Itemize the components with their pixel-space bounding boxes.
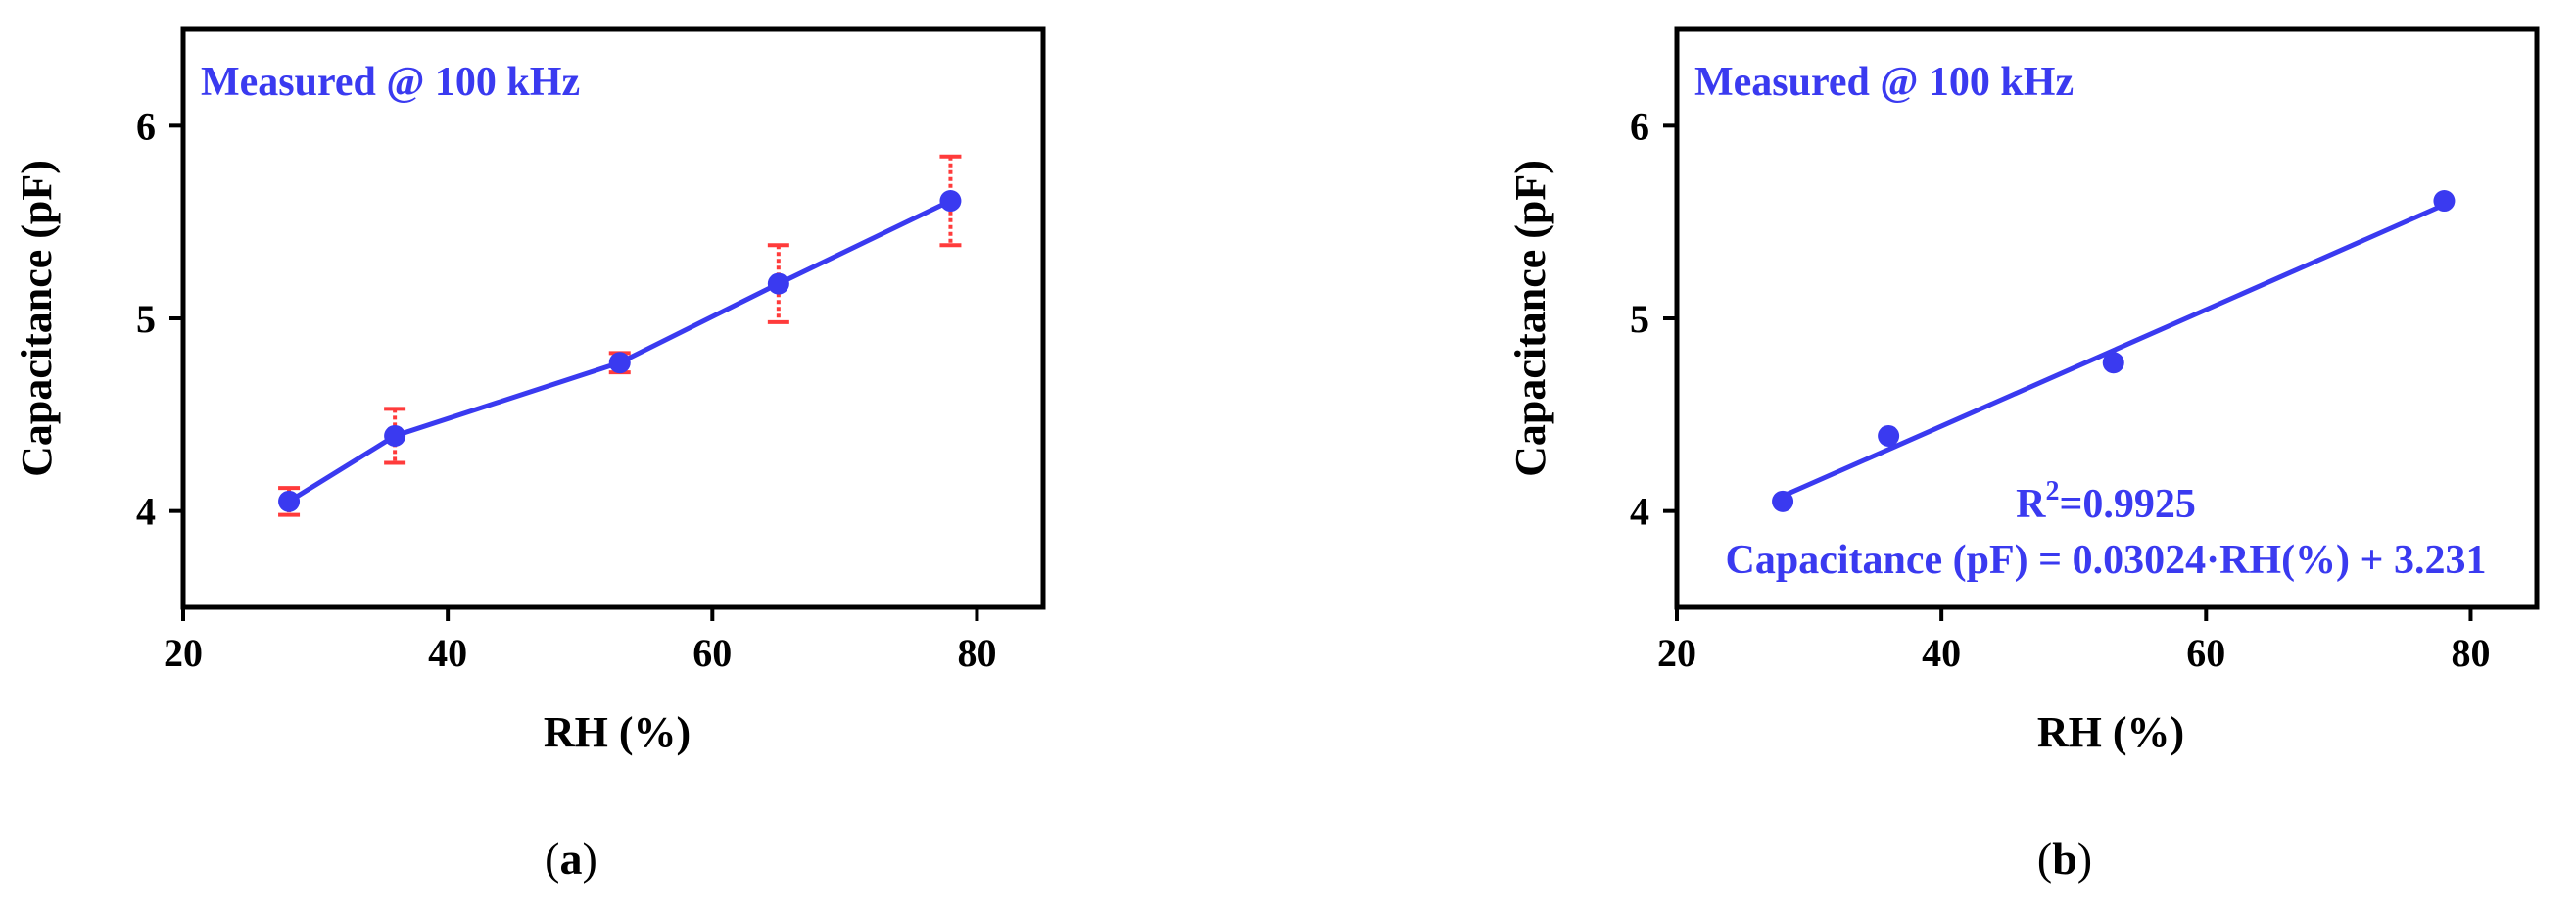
panel-b-data-point bbox=[1878, 424, 1900, 447]
panel-b-annotation: Measured @ 100 kHz bbox=[1694, 60, 2074, 105]
panel-a-x-tick-label: 80 bbox=[957, 631, 996, 675]
panel-b-caption: (b) bbox=[2037, 834, 2092, 884]
panel-b-data-point bbox=[2102, 352, 2124, 374]
panel-a-caption: (a) bbox=[545, 834, 597, 884]
panel-b-caption-letter: b bbox=[2052, 834, 2077, 884]
panel-a-x-axis-label: RH (%) bbox=[544, 708, 691, 756]
panel-a-x-tick-label: 40 bbox=[428, 631, 467, 675]
panel-a-x-tick-label: 60 bbox=[692, 631, 732, 675]
panel-a-data-point bbox=[384, 424, 406, 447]
panel-a-data-point bbox=[767, 272, 789, 295]
panel-b-r-squared-value: =0.9925 bbox=[2059, 482, 2195, 527]
panel-b-x-tick-label: 80 bbox=[2451, 631, 2490, 675]
panel-b-y-tick-label: 5 bbox=[1630, 297, 1649, 341]
panel-b-y-tick-label: 6 bbox=[1630, 104, 1649, 148]
panel-a-plot-area: 20 40 60 80 4 5 6 bbox=[136, 26, 1046, 675]
panel-b-x-tick-label: 20 bbox=[1657, 631, 1696, 675]
panel-a-caption-close: ) bbox=[583, 834, 597, 884]
panel-b-data-point bbox=[1772, 490, 1794, 512]
panel-b-x-tick-label: 60 bbox=[2186, 631, 2225, 675]
panel-a-caption-open: ( bbox=[545, 834, 559, 884]
panel-b-x-axis-label: RH (%) bbox=[2037, 708, 2184, 756]
panel-b-caption-close: ) bbox=[2077, 834, 2092, 884]
panel-b-y-tick-label: 4 bbox=[1630, 490, 1649, 534]
panel-b-caption-open: ( bbox=[2037, 834, 2052, 884]
panel-a-y-tick-label: 4 bbox=[136, 490, 156, 534]
panel-a-frame bbox=[180, 26, 1046, 610]
panel-a-chart: 20 40 60 80 4 5 6 Measured @ 100 kHz RH (%) Ca… bbox=[13, 26, 1046, 884]
panel-a-data-point bbox=[608, 352, 631, 374]
panel-a-y-tick-label: 6 bbox=[136, 104, 156, 148]
panel-a-y-axis-label: Capacitance (pF) bbox=[13, 160, 61, 477]
panel-b-data-point bbox=[2433, 190, 2456, 213]
panel-a-y-tick-label: 5 bbox=[136, 297, 156, 341]
panel-a-data-point bbox=[939, 190, 962, 213]
panel-b-r-squared-sup: 2 bbox=[2045, 476, 2059, 506]
panel-b-r-squared-base: R bbox=[2016, 482, 2046, 527]
panel-a-annotation: Measured @ 100 kHz bbox=[201, 60, 580, 105]
panel-a-error-bar bbox=[384, 407, 406, 465]
panel-b-y-axis-label: Capacitance (pF) bbox=[1506, 160, 1554, 477]
panel-a-x-tick-label: 20 bbox=[164, 631, 203, 675]
panel-b-plot-area: 20 40 60 80 4 5 6 bbox=[1630, 26, 2540, 675]
panel-a-data-point bbox=[278, 490, 301, 512]
panel-b-x-tick-label: 40 bbox=[1922, 631, 1961, 675]
panel-b-chart: 20 40 60 80 4 5 6 Measured @ 100 kHz R2=0.9925… bbox=[1506, 26, 2540, 884]
panel-b-fit-equation: Capacitance (pF) = 0.03024·RH(%) + 3.231 bbox=[1726, 538, 2487, 583]
panel-b-r-squared: R2=0.9925 bbox=[2016, 476, 2196, 527]
panel-b-fit-line bbox=[1782, 202, 2446, 499]
panel-a-error-bar bbox=[767, 243, 789, 324]
panel-a-caption-letter: a bbox=[560, 834, 583, 884]
